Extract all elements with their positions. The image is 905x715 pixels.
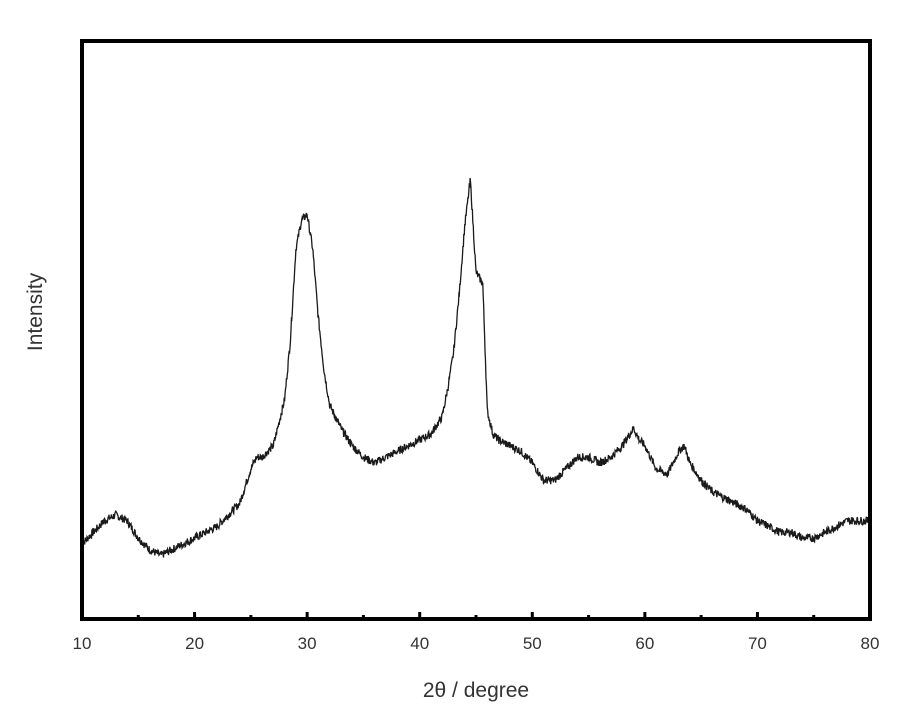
x-tick-label: 70 xyxy=(748,634,767,653)
x-tick-label: 60 xyxy=(635,634,654,653)
x-tick-label: 40 xyxy=(410,634,429,653)
x-tick-label: 30 xyxy=(298,634,317,653)
x-tick-label: 80 xyxy=(861,634,880,653)
x-tick-label: 20 xyxy=(185,634,204,653)
x-tick-label: 50 xyxy=(523,634,542,653)
xrd-pattern-line xyxy=(81,177,871,558)
x-axis-title: 2θ / degree xyxy=(423,679,529,702)
x-tick-label: 10 xyxy=(73,634,92,653)
y-axis-title: Intensity xyxy=(24,272,47,351)
x-ticks: 10 20 30 40 50 60 70 80 xyxy=(73,612,880,653)
line-group xyxy=(81,177,871,558)
